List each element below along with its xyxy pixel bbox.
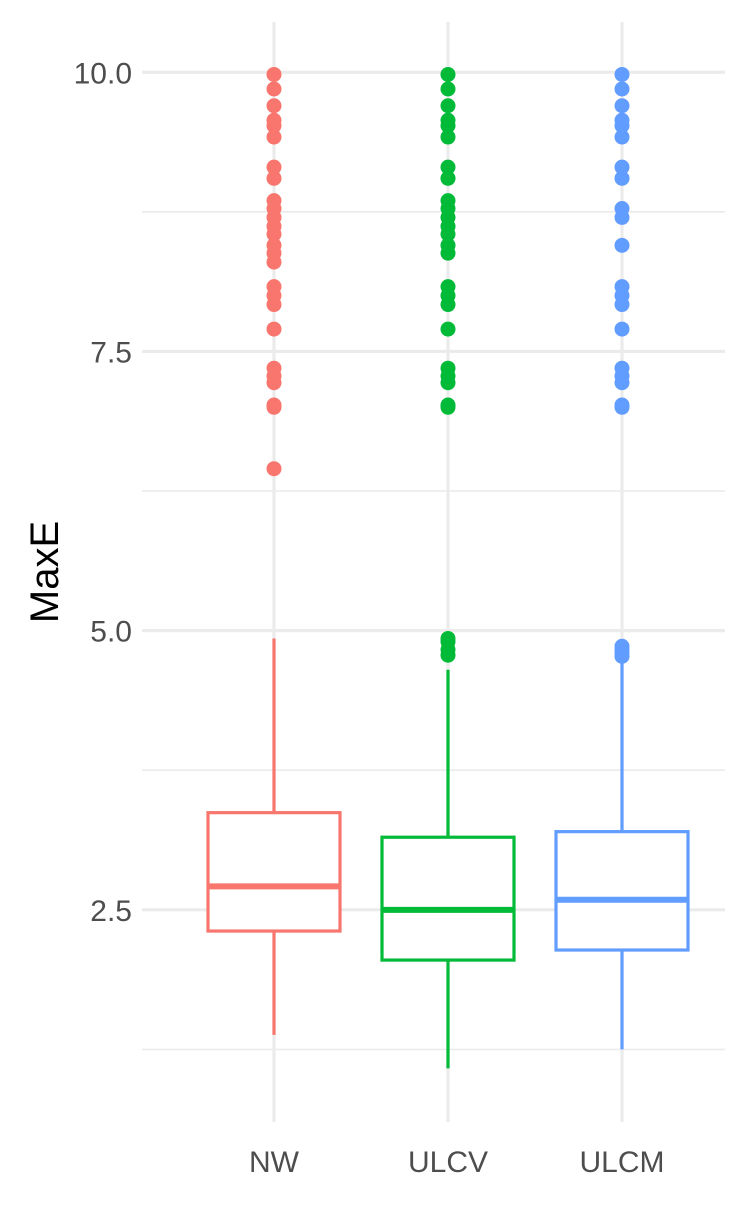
outlier-layer	[266, 66, 630, 664]
outlier-point	[614, 397, 630, 413]
outlier-point	[266, 159, 282, 175]
box-ulcm	[554, 661, 690, 1050]
outlier-point	[614, 279, 630, 295]
y-tick-label: 10.0	[74, 57, 132, 90]
outlier-point	[440, 630, 456, 646]
outlier-point	[614, 81, 630, 97]
outlier-point	[266, 397, 282, 413]
outlier-point	[266, 237, 282, 253]
iqr-box	[554, 830, 690, 952]
y-tick-label: 5.0	[90, 616, 132, 649]
box-layer	[206, 638, 690, 1069]
box-ulcv	[380, 669, 516, 1069]
x-tick-label: ULCM	[579, 1146, 664, 1179]
box-nw	[206, 638, 342, 1035]
outlier-point	[440, 397, 456, 413]
y-tick-label: 2.5	[90, 895, 132, 928]
outlier-point	[266, 81, 282, 97]
outlier-point	[614, 200, 630, 216]
outlier-point	[614, 638, 630, 654]
outlier-point	[266, 170, 282, 186]
outlier-point	[440, 360, 456, 376]
outlier-point	[440, 193, 456, 209]
y-tick-label: 7.5	[90, 336, 132, 369]
outlier-point	[266, 193, 282, 209]
outlier-point	[440, 81, 456, 97]
outlier-point	[440, 279, 456, 295]
outlier-point	[440, 321, 456, 337]
outlier-point	[440, 98, 456, 114]
outlier-point	[614, 66, 630, 82]
outlier-point	[614, 237, 630, 253]
x-tick-label: ULCV	[408, 1146, 488, 1179]
axis-layer: 2.5 5.0 7.5 10.0 NW ULCV ULCM	[74, 57, 665, 1179]
outlier-point	[440, 170, 456, 186]
outlier-point	[440, 66, 456, 82]
outlier-point	[266, 279, 282, 295]
outlier-point	[266, 321, 282, 337]
iqr-box	[206, 811, 342, 933]
outlier-point	[440, 159, 456, 175]
outlier-point	[614, 129, 630, 145]
outlier-point	[440, 112, 456, 128]
x-tick-label: NW	[249, 1146, 300, 1179]
outlier-point	[614, 98, 630, 114]
outlier-point	[266, 112, 282, 128]
outlier-point	[614, 112, 630, 128]
outlier-point	[614, 360, 630, 376]
y-axis-title: MaxE	[23, 521, 67, 623]
outlier-point	[266, 66, 282, 82]
outlier-point	[440, 237, 456, 253]
outlier-point	[266, 129, 282, 145]
outlier-point	[614, 321, 630, 337]
outlier-point	[614, 170, 630, 186]
outlier-point	[266, 461, 282, 477]
outlier-point	[440, 129, 456, 145]
iqr-box	[380, 835, 516, 962]
outlier-point	[266, 360, 282, 376]
outlier-point	[614, 159, 630, 175]
outlier-point	[266, 98, 282, 114]
